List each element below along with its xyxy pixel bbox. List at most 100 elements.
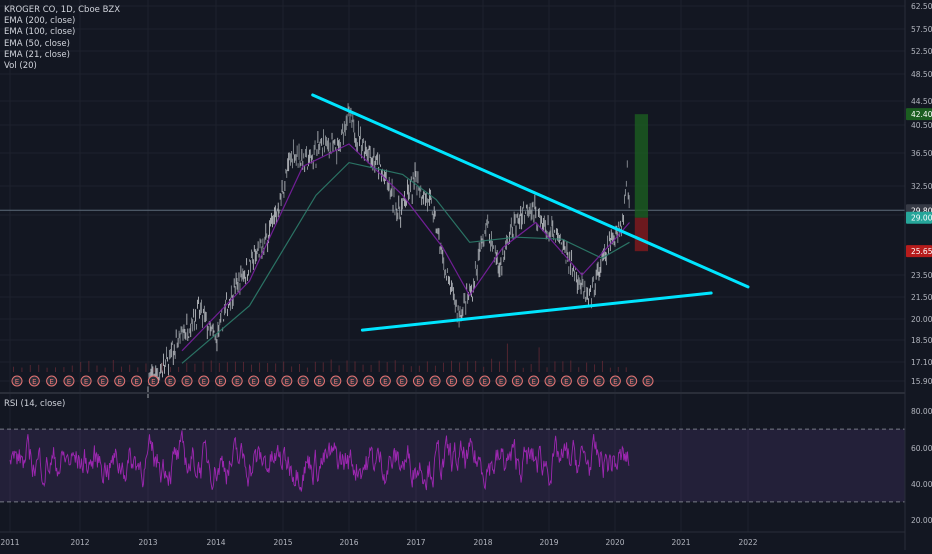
earnings-marker[interactable]	[379, 375, 391, 387]
x-tick-label: 2011	[0, 538, 19, 547]
earnings-label: E	[483, 378, 487, 386]
earnings-label: E	[134, 378, 138, 386]
x-tick-label: 2013	[138, 538, 157, 547]
legend-ema50[interactable]: EMA (50, close)	[4, 38, 70, 49]
earnings-label: E	[597, 378, 601, 386]
y-tick-label: 17.10	[911, 358, 932, 367]
earnings-marker[interactable]	[396, 375, 408, 387]
earnings-marker[interactable]	[80, 375, 92, 387]
earnings-marker[interactable]	[429, 375, 441, 387]
price-label-box[interactable]	[906, 108, 932, 121]
rsi-legend[interactable]: RSI (14, close)	[4, 399, 66, 409]
earnings-label: E	[350, 378, 354, 386]
x-tick-label: 2021	[671, 538, 690, 547]
earnings-label: E	[515, 378, 519, 386]
earnings-marker[interactable]	[528, 375, 540, 387]
earnings-marker[interactable]	[297, 375, 309, 387]
earnings-marker[interactable]	[412, 375, 424, 387]
earnings-marker[interactable]	[264, 375, 276, 387]
legend-ema100[interactable]: EMA (100, close)	[4, 27, 76, 38]
earnings-marker[interactable]	[577, 375, 589, 387]
legend-volume[interactable]: Vol (20)	[4, 61, 37, 72]
earnings-marker[interactable]	[495, 375, 507, 387]
earnings-marker[interactable]	[609, 375, 621, 387]
earnings-marker[interactable]	[164, 375, 176, 387]
earnings-label: E	[629, 378, 633, 386]
earnings-marker[interactable]	[281, 375, 293, 387]
earnings-marker[interactable]	[198, 375, 210, 387]
x-tick-label: 2022	[738, 538, 757, 547]
legend-ema21[interactable]: EMA (21, close)	[4, 49, 70, 60]
earnings-marker[interactable]	[63, 375, 75, 387]
earnings-marker[interactable]	[511, 375, 523, 387]
x-tick-label: 2012	[70, 538, 89, 547]
earnings-marker[interactable]	[181, 375, 193, 387]
earnings-marker[interactable]	[330, 375, 342, 387]
earnings-label: E	[168, 378, 172, 386]
earnings-marker[interactable]	[544, 375, 556, 387]
earnings-label: E	[548, 378, 552, 386]
y-tick-label: 20.00	[911, 315, 932, 324]
ema-line	[181, 143, 630, 352]
earnings-label: E	[367, 378, 371, 386]
earnings-label: E	[499, 378, 503, 386]
earnings-label: E	[49, 378, 53, 386]
trendlines[interactable]	[311, 93, 750, 332]
earnings-marker[interactable]	[346, 375, 358, 387]
earnings-marker[interactable]	[231, 375, 243, 387]
earnings-label: E	[202, 378, 206, 386]
earnings-marker[interactable]	[642, 375, 654, 387]
earnings-label: E	[580, 378, 584, 386]
earnings-marker[interactable]	[560, 375, 572, 387]
earnings-marker[interactable]	[248, 375, 260, 387]
y-tick-label: 44.50	[911, 97, 932, 106]
earnings-marker[interactable]	[215, 375, 227, 387]
earnings-label: E	[67, 378, 71, 386]
earnings-marker[interactable]	[313, 375, 325, 387]
price-label-box[interactable]	[906, 245, 932, 258]
rsi-line	[9, 430, 630, 492]
earnings-label: E	[531, 378, 535, 386]
earnings-marker[interactable]	[28, 375, 40, 387]
earnings-marker[interactable]	[131, 375, 143, 387]
y-tick-label: 18.50	[911, 336, 932, 345]
earnings-marker[interactable]	[46, 375, 58, 387]
earnings-label: E	[433, 378, 437, 386]
earnings-label: E	[466, 378, 470, 386]
price-label-box[interactable]	[906, 211, 932, 224]
legend-title[interactable]: KROGER CO, 1D, Cboe BZX	[4, 5, 121, 15]
earnings-marker[interactable]	[479, 375, 491, 387]
y-tick-label: 48.50	[911, 70, 932, 79]
earnings-marker[interactable]	[363, 375, 375, 387]
earnings-marker[interactable]	[626, 375, 638, 387]
earnings-label: E	[317, 378, 321, 386]
earnings-marker[interactable]	[593, 375, 605, 387]
earnings-marker[interactable]	[114, 375, 126, 387]
earnings-label: E	[564, 378, 568, 386]
earnings-label: E	[268, 378, 272, 386]
earnings-label: E	[151, 378, 155, 386]
earnings-marker[interactable]	[11, 375, 23, 387]
earnings-label: E	[235, 378, 239, 386]
x-tick-label: 2017	[406, 538, 425, 547]
price-label-text: 29.00	[911, 214, 932, 223]
earnings-marker[interactable]	[97, 375, 109, 387]
earnings-marker[interactable]	[462, 375, 474, 387]
earnings-label: E	[252, 378, 256, 386]
rsi-tick-label: 20.00	[911, 516, 932, 525]
earnings-marker[interactable]	[446, 375, 458, 387]
legend-ema200[interactable]: EMA (200, close)	[4, 16, 76, 27]
earnings-label: E	[613, 378, 617, 386]
price-label-text: 25.65	[911, 247, 932, 256]
earnings-marker[interactable]	[147, 375, 159, 387]
earnings-label: E	[383, 378, 387, 386]
y-tick-label: 52.50	[911, 47, 932, 56]
trendline-lower[interactable]	[360, 291, 713, 332]
target-zone	[634, 114, 648, 218]
ema-line	[181, 161, 630, 364]
trendline-upper[interactable]	[311, 93, 750, 289]
earnings-label: E	[646, 378, 650, 386]
